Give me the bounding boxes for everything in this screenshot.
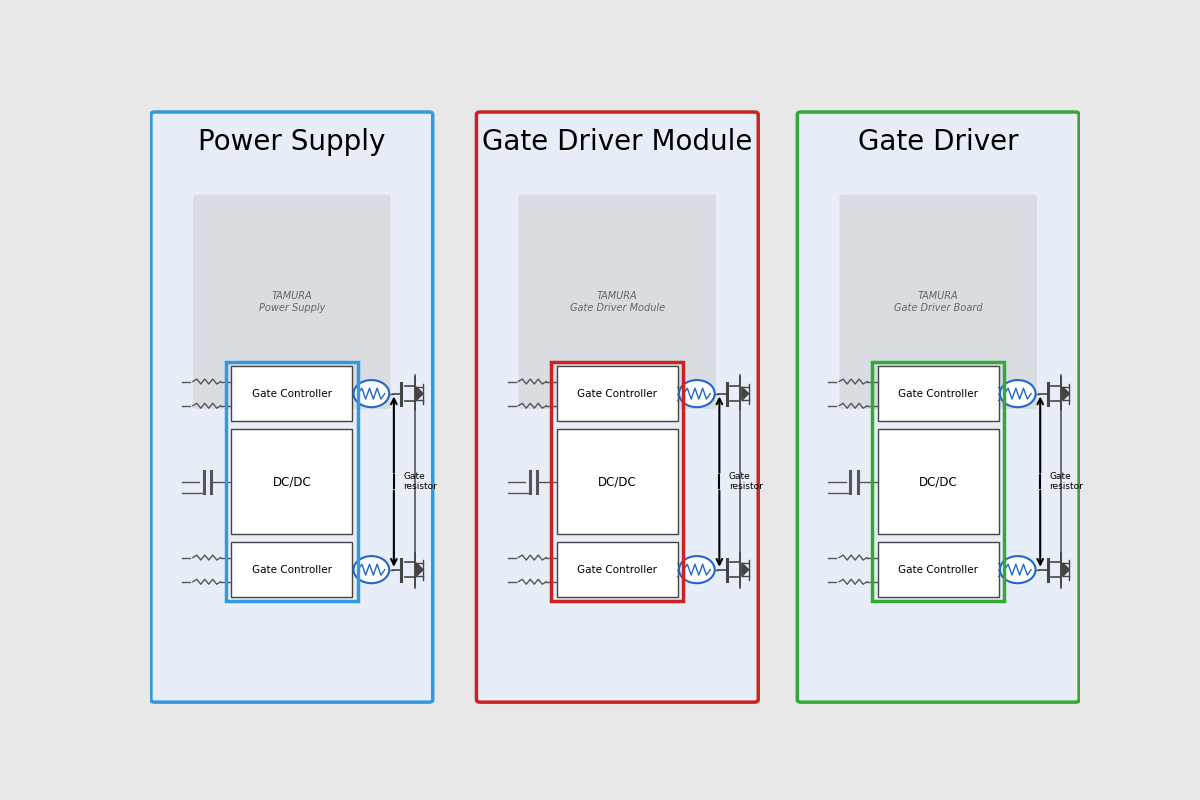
Text: DC/DC: DC/DC	[919, 475, 958, 488]
Text: Gate Controller: Gate Controller	[577, 565, 658, 574]
Bar	[878, 542, 998, 597]
Bar	[557, 542, 678, 597]
Text: Gate Controller: Gate Controller	[252, 565, 332, 574]
Ellipse shape	[1000, 380, 1036, 407]
FancyBboxPatch shape	[518, 194, 716, 409]
Bar	[232, 430, 352, 534]
Text: TAMURA
Gate Driver Board: TAMURA Gate Driver Board	[894, 291, 983, 313]
Text: Gate Controller: Gate Controller	[898, 389, 978, 398]
FancyBboxPatch shape	[193, 194, 391, 409]
Bar	[878, 366, 998, 421]
Bar	[551, 362, 683, 602]
Ellipse shape	[354, 380, 389, 407]
Polygon shape	[1063, 387, 1069, 400]
Polygon shape	[416, 387, 424, 400]
Text: TAMURA
Power Supply: TAMURA Power Supply	[259, 291, 325, 313]
Bar	[872, 362, 1004, 602]
Text: Gate
resistor: Gate resistor	[1050, 472, 1084, 491]
Text: Gate Controller: Gate Controller	[898, 565, 978, 574]
FancyBboxPatch shape	[476, 112, 758, 702]
Ellipse shape	[354, 556, 389, 583]
Bar	[557, 366, 678, 421]
FancyBboxPatch shape	[839, 194, 1037, 409]
Polygon shape	[416, 563, 424, 576]
Bar	[232, 542, 352, 597]
Bar	[557, 430, 678, 534]
Ellipse shape	[1000, 556, 1036, 583]
Bar	[232, 366, 352, 421]
Ellipse shape	[679, 556, 715, 583]
Text: Gate Driver: Gate Driver	[858, 128, 1019, 156]
Bar	[226, 362, 358, 602]
Text: Gate Driver Module: Gate Driver Module	[482, 128, 752, 156]
Text: DC/DC: DC/DC	[272, 475, 311, 488]
Polygon shape	[742, 387, 749, 400]
Ellipse shape	[679, 380, 715, 407]
Text: Gate Controller: Gate Controller	[577, 389, 658, 398]
Text: TAMURA
Gate Driver Module: TAMURA Gate Driver Module	[570, 291, 665, 313]
FancyBboxPatch shape	[151, 112, 433, 702]
Polygon shape	[742, 563, 749, 576]
Text: Gate
resistor: Gate resistor	[403, 472, 437, 491]
FancyBboxPatch shape	[797, 112, 1079, 702]
Text: Power Supply: Power Supply	[198, 128, 385, 156]
Text: Gate
resistor: Gate resistor	[728, 472, 762, 491]
Polygon shape	[1063, 563, 1069, 576]
Text: Gate Controller: Gate Controller	[252, 389, 332, 398]
Text: DC/DC: DC/DC	[598, 475, 637, 488]
Bar	[878, 430, 998, 534]
